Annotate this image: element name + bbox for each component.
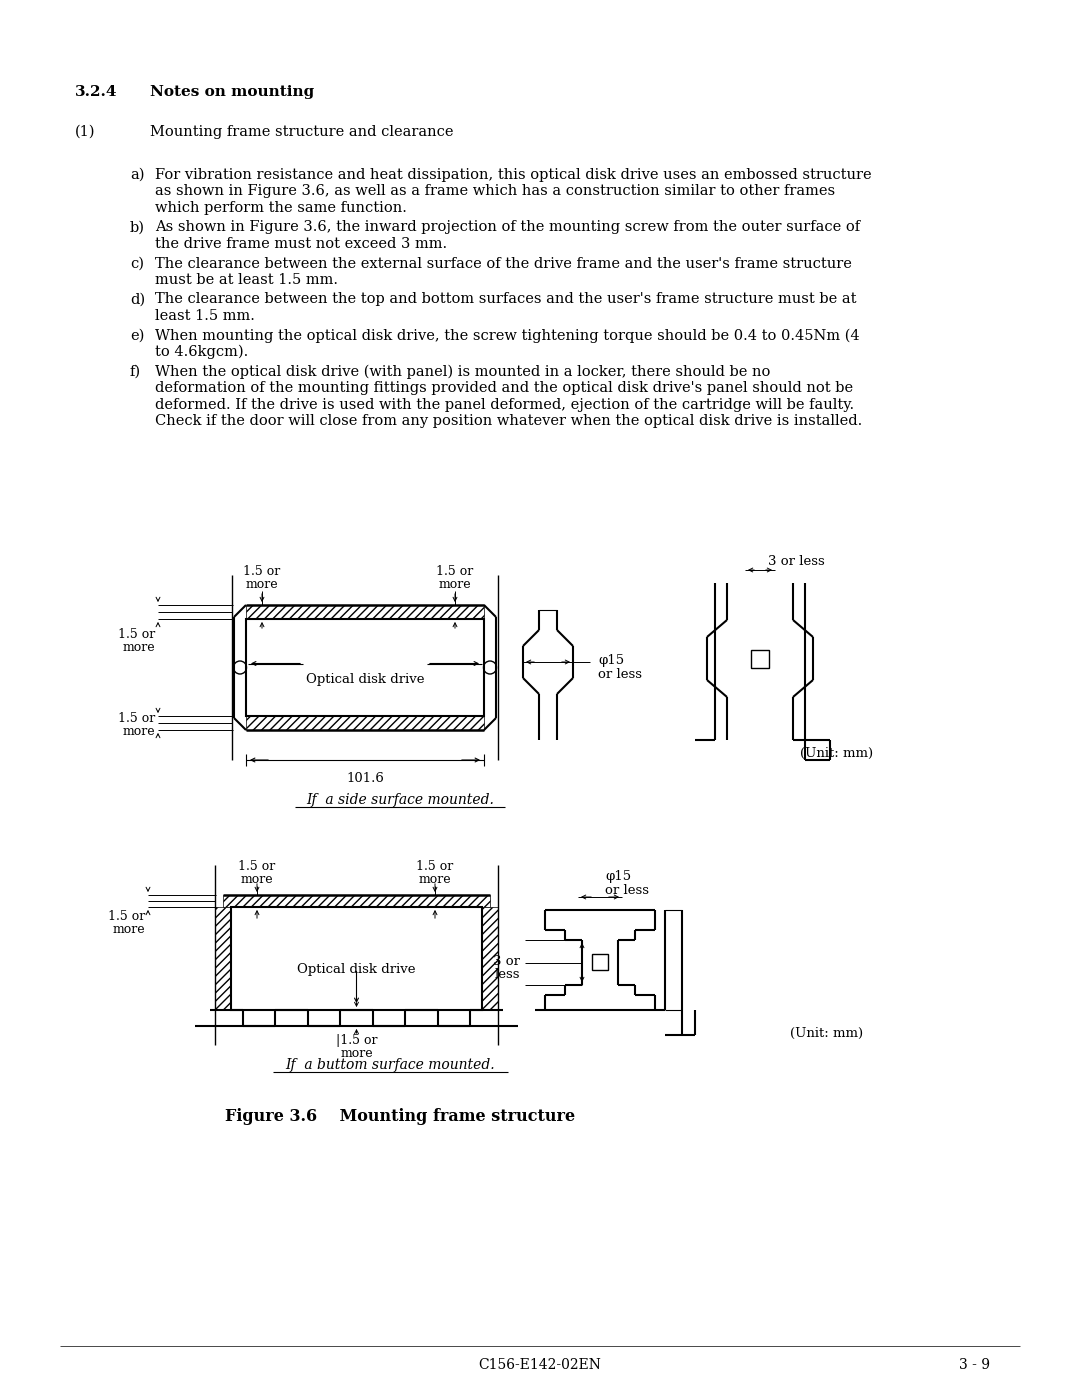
Text: As shown in Figure 3.6, the inward projection of the mounting screw from the out: As shown in Figure 3.6, the inward proje… — [156, 221, 860, 235]
Text: 3 or: 3 or — [492, 956, 519, 968]
Text: a): a) — [130, 168, 145, 182]
Text: (Unit: mm): (Unit: mm) — [800, 747, 873, 760]
Text: 1.5 or: 1.5 or — [118, 712, 156, 725]
Text: The clearance between the top and bottom surfaces and the user's frame structure: The clearance between the top and bottom… — [156, 292, 856, 306]
Text: Figure 3.6    Mounting frame structure: Figure 3.6 Mounting frame structure — [225, 1108, 575, 1125]
Text: more: more — [419, 873, 451, 886]
Text: 1.5 or: 1.5 or — [108, 909, 145, 923]
Text: When mounting the optical disk drive, the screw tightening torque should be 0.4 : When mounting the optical disk drive, th… — [156, 328, 860, 342]
Text: b): b) — [130, 221, 145, 235]
Text: 1.5 or: 1.5 or — [436, 564, 474, 578]
Bar — [592, 954, 608, 970]
Text: φ15: φ15 — [605, 870, 631, 883]
Text: more: more — [122, 641, 156, 654]
Bar — [592, 954, 608, 970]
Bar — [751, 650, 769, 668]
Bar — [482, 907, 498, 1010]
Text: more: more — [245, 578, 279, 591]
Text: f): f) — [130, 365, 141, 379]
Text: 3.2.4: 3.2.4 — [75, 85, 118, 99]
Text: less: less — [495, 968, 519, 981]
Text: or less: or less — [605, 884, 649, 897]
Text: |1.5 or: |1.5 or — [336, 1034, 377, 1046]
Text: φ15: φ15 — [598, 654, 624, 666]
Bar — [222, 895, 490, 907]
Text: more: more — [340, 1046, 373, 1060]
Text: When the optical disk drive (with panel) is mounted in a locker, there should be: When the optical disk drive (with panel)… — [156, 365, 770, 379]
Text: 1.5 or: 1.5 or — [417, 861, 454, 873]
Bar — [246, 717, 484, 731]
Text: d): d) — [130, 292, 145, 306]
Text: 101.6: 101.6 — [346, 773, 383, 785]
Text: If  a side surface mounted.: If a side surface mounted. — [306, 793, 494, 807]
Text: 1.5 or: 1.5 or — [118, 629, 156, 641]
Text: (Unit: mm): (Unit: mm) — [789, 1027, 863, 1039]
Text: Optical disk drive: Optical disk drive — [306, 672, 424, 686]
Text: 1.5 or: 1.5 or — [239, 861, 275, 873]
Text: 3 - 9: 3 - 9 — [959, 1358, 990, 1372]
Bar — [246, 605, 484, 619]
Text: which perform the same function.: which perform the same function. — [156, 201, 407, 215]
Bar — [215, 907, 231, 1010]
Text: c): c) — [130, 257, 144, 271]
Text: If  a buttom surface mounted.: If a buttom surface mounted. — [285, 1058, 495, 1071]
Text: deformed. If the drive is used with the panel deformed, ejection of the cartridg: deformed. If the drive is used with the … — [156, 398, 854, 412]
Text: more: more — [122, 725, 156, 738]
Text: more: more — [241, 873, 273, 886]
Bar — [751, 650, 769, 668]
Text: (1): (1) — [75, 124, 95, 138]
Text: deformation of the mounting fittings provided and the optical disk drive's panel: deformation of the mounting fittings pro… — [156, 381, 853, 395]
Text: Optical disk drive: Optical disk drive — [297, 964, 416, 977]
Text: more: more — [438, 578, 471, 591]
Text: The clearance between the external surface of the drive frame and the user's fra: The clearance between the external surfa… — [156, 257, 852, 271]
Bar — [246, 619, 484, 717]
Text: e): e) — [130, 328, 145, 342]
Text: 3 or less: 3 or less — [768, 555, 825, 569]
Text: or less: or less — [598, 668, 642, 680]
Text: least 1.5 mm.: least 1.5 mm. — [156, 309, 255, 323]
Text: the drive frame must not exceed 3 mm.: the drive frame must not exceed 3 mm. — [156, 237, 447, 251]
Text: as shown in Figure 3.6, as well as a frame which has a construction similar to o: as shown in Figure 3.6, as well as a fra… — [156, 184, 835, 198]
Text: Check if the door will close from any position whatever when the optical disk dr: Check if the door will close from any po… — [156, 414, 862, 427]
Bar — [231, 907, 482, 1010]
Text: Notes on mounting: Notes on mounting — [150, 85, 314, 99]
Text: more: more — [112, 923, 145, 936]
Text: must be at least 1.5 mm.: must be at least 1.5 mm. — [156, 272, 338, 286]
Text: to 4.6kgcm).: to 4.6kgcm). — [156, 345, 248, 359]
Text: C156-E142-02EN: C156-E142-02EN — [478, 1358, 602, 1372]
Text: Mounting frame structure and clearance: Mounting frame structure and clearance — [150, 124, 454, 138]
Text: For vibration resistance and heat dissipation, this optical disk drive uses an e: For vibration resistance and heat dissip… — [156, 168, 872, 182]
Text: 1.5 or: 1.5 or — [243, 564, 281, 578]
